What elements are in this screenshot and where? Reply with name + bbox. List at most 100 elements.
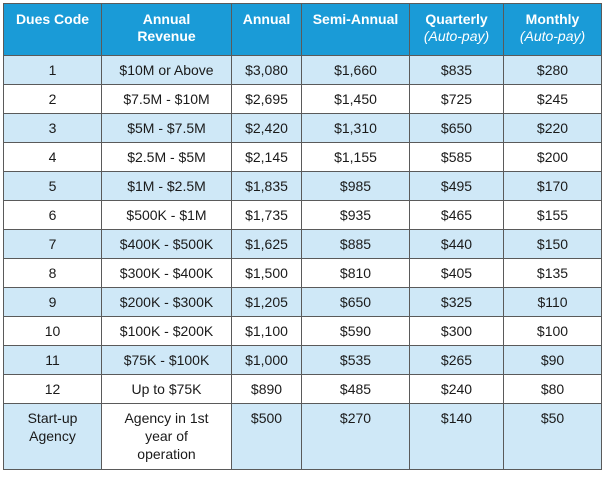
cell-code: 4 — [3, 142, 102, 172]
header-dues-code: Dues Code — [3, 3, 102, 56]
cell-monthly: $150 — [503, 229, 602, 259]
cell-quarterly: $465 — [409, 200, 504, 230]
cell-quarterly: $585 — [409, 142, 504, 172]
header-quarterly-autopay: (Auto-pay) — [423, 28, 490, 44]
cell-monthly: $50 — [503, 403, 602, 470]
table-row: 10 $100K - $200K $1,100 $590 $300 $100 — [3, 316, 602, 346]
cell-monthly: $110 — [503, 287, 602, 317]
cell-quarterly: $495 — [409, 171, 504, 201]
cell-monthly: $280 — [503, 55, 602, 85]
cell-code: 1 — [3, 55, 102, 85]
header-annual-revenue: Annual Revenue — [101, 3, 232, 56]
cell-code: 3 — [3, 113, 102, 143]
cell-annual: $1,735 — [231, 200, 302, 230]
cell-quarterly: $325 — [409, 287, 504, 317]
table-body: 1 $10M or Above $3,080 $1,660 $835 $280 2 $7.5M… — [3, 55, 602, 470]
cell-annual: $1,205 — [231, 287, 302, 317]
cell-monthly: $220 — [503, 113, 602, 143]
header-annual: Annual — [231, 3, 302, 56]
cell-revenue: $300K - $400K — [101, 258, 232, 288]
cell-quarterly: $440 — [409, 229, 504, 259]
cell-revenue: $7.5M - $10M — [101, 84, 232, 114]
cell-semi-annual: $535 — [301, 345, 410, 375]
cell-revenue: $75K - $100K — [101, 345, 232, 375]
cell-revenue: $500K - $1M — [101, 200, 232, 230]
table-row: 4 $2.5M - $5M $2,145 $1,155 $585 $200 — [3, 142, 602, 172]
dues-table: Dues Code Annual Revenue Annual Semi-Annu… — [3, 3, 602, 470]
cell-revenue: $100K - $200K — [101, 316, 232, 346]
cell-monthly: $100 — [503, 316, 602, 346]
cell-code: 6 — [3, 200, 102, 230]
cell-annual: $2,145 — [231, 142, 302, 172]
header-row: Dues Code Annual Revenue Annual Semi-Annu… — [3, 3, 602, 56]
cell-quarterly: $140 — [409, 403, 504, 470]
cell-monthly: $200 — [503, 142, 602, 172]
cell-semi-annual: $935 — [301, 200, 410, 230]
cell-semi-annual: $985 — [301, 171, 410, 201]
cell-code: 7 — [3, 229, 102, 259]
cell-semi-annual: $485 — [301, 374, 410, 404]
cell-annual: $1,625 — [231, 229, 302, 259]
cell-revenue: $5M - $7.5M — [101, 113, 232, 143]
cell-code: 5 — [3, 171, 102, 201]
cell-annual: $890 — [231, 374, 302, 404]
cell-semi-annual: $1,450 — [301, 84, 410, 114]
cell-monthly: $170 — [503, 171, 602, 201]
cell-monthly: $245 — [503, 84, 602, 114]
table-row: 5 $1M - $2.5M $1,835 $985 $495 $170 — [3, 171, 602, 201]
cell-semi-annual: $810 — [301, 258, 410, 288]
cell-semi-annual: $1,310 — [301, 113, 410, 143]
cell-revenue: $400K - $500K — [101, 229, 232, 259]
cell-annual: $500 — [231, 403, 302, 470]
cell-code: 10 — [3, 316, 102, 346]
cell-revenue: $10M or Above — [101, 55, 232, 85]
cell-annual: $3,080 — [231, 55, 302, 85]
table-row: 6 $500K - $1M $1,735 $935 $465 $155 — [3, 200, 602, 230]
cell-revenue: $1M - $2.5M — [101, 171, 232, 201]
cell-revenue: $200K - $300K — [101, 287, 232, 317]
cell-annual: $2,420 — [231, 113, 302, 143]
cell-annual: $1,500 — [231, 258, 302, 288]
cell-semi-annual: $270 — [301, 403, 410, 470]
header-monthly-autopay: (Auto-pay) — [519, 28, 586, 44]
cell-quarterly: $650 — [409, 113, 504, 143]
cell-quarterly: $265 — [409, 345, 504, 375]
cell-annual: $1,000 — [231, 345, 302, 375]
cell-monthly: $80 — [503, 374, 602, 404]
cell-code: 2 — [3, 84, 102, 114]
cell-annual: $1,100 — [231, 316, 302, 346]
header-monthly: Monthly (Auto-pay) — [503, 3, 602, 56]
table-row: 12 Up to $75K $890 $485 $240 $80 — [3, 374, 602, 404]
cell-monthly: $155 — [503, 200, 602, 230]
cell-quarterly: $835 — [409, 55, 504, 85]
cell-revenue: Agency in 1st year of operation — [101, 403, 232, 470]
cell-revenue: Up to $75K — [101, 374, 232, 404]
cell-code: 9 — [3, 287, 102, 317]
cell-quarterly: $300 — [409, 316, 504, 346]
header-semi-annual: Semi-Annual — [301, 3, 410, 56]
cell-semi-annual: $1,155 — [301, 142, 410, 172]
cell-monthly: $135 — [503, 258, 602, 288]
table-row: 1 $10M or Above $3,080 $1,660 $835 $280 — [3, 55, 602, 85]
cell-semi-annual: $590 — [301, 316, 410, 346]
cell-semi-annual: $650 — [301, 287, 410, 317]
cell-semi-annual: $1,660 — [301, 55, 410, 85]
cell-annual: $2,695 — [231, 84, 302, 114]
cell-code: 11 — [3, 345, 102, 375]
cell-annual: $1,835 — [231, 171, 302, 201]
cell-quarterly: $725 — [409, 84, 504, 114]
header-quarterly: Quarterly (Auto-pay) — [409, 3, 504, 56]
table-row: 9 $200K - $300K $1,205 $650 $325 $110 — [3, 287, 602, 317]
cell-code: 12 — [3, 374, 102, 404]
cell-monthly: $90 — [503, 345, 602, 375]
table-row: 2 $7.5M - $10M $2,695 $1,450 $725 $245 — [3, 84, 602, 114]
table-row: 7 $400K - $500K $1,625 $885 $440 $150 — [3, 229, 602, 259]
cell-semi-annual: $885 — [301, 229, 410, 259]
table-row: 8 $300K - $400K $1,500 $810 $405 $135 — [3, 258, 602, 288]
cell-code: Start-up Agency — [3, 403, 102, 470]
table-row: 3 $5M - $7.5M $2,420 $1,310 $650 $220 — [3, 113, 602, 143]
table-row: 11 $75K - $100K $1,000 $535 $265 $90 — [3, 345, 602, 375]
startup-row: Start-up Agency Agency in 1st year of opera… — [3, 403, 602, 470]
cell-revenue: $2.5M - $5M — [101, 142, 232, 172]
cell-quarterly: $405 — [409, 258, 504, 288]
